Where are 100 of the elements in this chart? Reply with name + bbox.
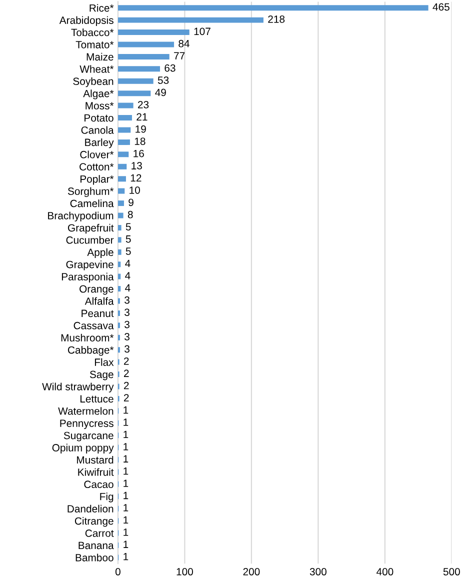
bar [118, 90, 151, 96]
y-tick-label: Soybean [73, 77, 114, 88]
y-tick-label: Cacao [84, 480, 114, 488]
data-label: 18 [134, 138, 146, 145]
data-label: 3 [124, 345, 130, 353]
y-tick-label: Cucumber [66, 236, 114, 244]
data-label: 63 [164, 64, 176, 72]
data-label: 1 [124, 552, 128, 560]
y-tick-label: Mustard [77, 456, 114, 464]
x-tick-label: 500 [443, 568, 460, 576]
data-label: 1 [124, 455, 128, 462]
y-tick-label: Pennycress [60, 420, 114, 430]
data-label: 2 [124, 370, 129, 377]
bar [118, 17, 264, 23]
data-label: 1 [124, 467, 128, 475]
y-tick-label: Kiwifruit [78, 468, 114, 476]
bar [118, 212, 124, 218]
y-tick-label: Maize [86, 52, 114, 61]
data-label: 9 [128, 198, 134, 206]
y-tick-label: Rice* [90, 4, 114, 12]
bar [118, 224, 122, 230]
data-label: 23 [138, 100, 149, 108]
y-tick-label: Camelina [70, 199, 114, 208]
y-tick-label: Wheat* [80, 65, 114, 73]
data-label: 5 [126, 223, 131, 230]
data-label: 13 [132, 162, 142, 170]
bar [118, 66, 160, 72]
y-tick-label: Mushroom* [61, 334, 114, 342]
data-label: 2 [124, 382, 129, 390]
y-tick-label: Clover* [80, 150, 114, 158]
y-tick-label: Tobacco* [71, 28, 114, 36]
data-label: 3 [124, 296, 130, 304]
data-label: 19 [136, 125, 146, 133]
y-tick-label: Canola [81, 126, 114, 134]
bar [118, 54, 170, 60]
data-label: 2 [124, 357, 129, 365]
y-tick-label: Poplar* [80, 175, 114, 185]
y-tick-label: Parasponia [62, 272, 114, 282]
y-tick-label: Lettuce [80, 395, 114, 403]
data-label: 12 [130, 174, 142, 182]
data-label: 1 [124, 418, 128, 426]
y-tick-label: Barley [85, 138, 114, 148]
bar [118, 188, 125, 194]
x-tick-label: 100 [176, 568, 193, 576]
bar [118, 176, 126, 182]
data-label: 10 [130, 186, 140, 194]
y-tick-label: Banana [78, 542, 114, 550]
data-label: 16 [134, 150, 144, 158]
x-tick-label: 0 [115, 568, 120, 576]
data-label: 53 [158, 76, 169, 84]
y-tick-label: Dandelion [68, 504, 114, 512]
data-label: 1 [124, 406, 128, 414]
y-tick-label: Opium poppy [52, 444, 114, 454]
bar [118, 42, 174, 48]
y-tick-label: Algae* [83, 90, 114, 100]
data-label: 218 [268, 15, 285, 23]
x-tick-label: 200 [243, 568, 260, 576]
y-tick-label: Cassava [74, 322, 114, 330]
y-tick-label: Alfalfa [84, 297, 114, 305]
data-label: 5 [126, 248, 131, 255]
y-tick-label: Arabidopsis [59, 16, 114, 26]
data-label: 3 [124, 333, 130, 340]
y-tick-label: Sorghum* [68, 187, 114, 197]
data-label: 1 [124, 540, 128, 548]
data-label: 3 [124, 308, 130, 316]
data-label: 77 [174, 52, 185, 60]
bar [118, 152, 129, 158]
y-tick-label: Sugarcane [64, 432, 114, 442]
data-label: 8 [128, 210, 133, 218]
data-label: 1 [124, 430, 128, 438]
bar [118, 249, 122, 255]
data-label: 21 [136, 113, 148, 120]
bar [118, 286, 121, 292]
y-tick-label: Cabbage* [68, 346, 114, 356]
data-label: 1 [124, 516, 128, 524]
data-label: 1 [124, 480, 128, 487]
data-label: 4 [125, 272, 130, 280]
y-tick-label: Apple [87, 248, 114, 258]
data-label: 107 [194, 28, 210, 36]
y-tick-label: Bamboo [76, 554, 114, 562]
bar [118, 164, 127, 170]
data-label: 1 [124, 443, 128, 450]
bar [118, 30, 190, 36]
data-label: 4 [125, 260, 130, 268]
y-tick-label: Moss* [86, 102, 114, 110]
data-label: 1 [124, 504, 128, 512]
bar [118, 237, 122, 243]
bar [118, 139, 130, 145]
y-tick-label: Watermelon [58, 407, 114, 415]
data-label: 5 [126, 235, 131, 243]
data-label: 1 [124, 528, 128, 536]
y-tick-label: Flax [94, 358, 114, 366]
y-tick-label: Wild strawberry [42, 382, 114, 392]
y-tick-label: Brachypodium [48, 212, 114, 222]
bar [118, 78, 154, 84]
bar [118, 200, 124, 206]
x-tick-label: 300 [310, 568, 326, 576]
y-tick-label: Potato [84, 114, 114, 122]
y-tick-label: Citrange [74, 517, 114, 527]
data-label: 4 [125, 284, 130, 292]
